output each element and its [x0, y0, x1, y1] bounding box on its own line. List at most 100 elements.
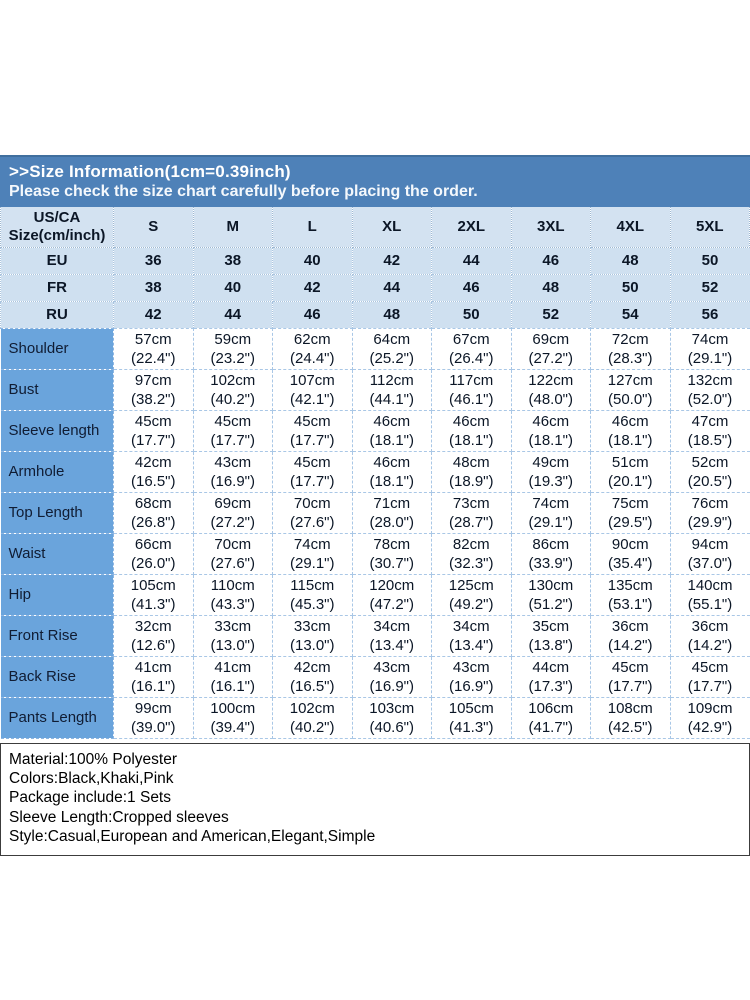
value-inch: (26.0"): [130, 554, 176, 572]
value-inch: (24.4"): [289, 349, 335, 367]
size-column-header: S: [113, 207, 194, 248]
measurement-value-cell: 42cm (16.5"): [272, 655, 353, 698]
value-cm: 33cm: [293, 617, 331, 635]
value-cm: 34cm: [452, 617, 490, 635]
value-cm: 130cm: [528, 576, 574, 594]
value-cm: 140cm: [687, 576, 733, 594]
measurement-label-cell: Back Rise: [0, 655, 114, 698]
value-cm: 69cm: [532, 330, 570, 348]
measurement-value-cell: 42cm (16.5"): [113, 450, 194, 493]
value-cm: 94cm: [691, 535, 729, 553]
value-cm: 57cm: [134, 330, 172, 348]
value-cm: 127cm: [607, 371, 653, 389]
value-cm: 41cm: [214, 658, 252, 676]
measurement-value-cell: 43cm (16.9"): [431, 655, 512, 698]
top-whitespace: [0, 0, 750, 155]
package-line: Package include:1 Sets: [9, 789, 171, 807]
region-value-cell: 44: [192, 300, 273, 329]
measurement-value-cell: 45cm (17.7"): [272, 409, 353, 452]
value-cm: 120cm: [369, 576, 415, 594]
size-table-head: US/CA Size(cm/inch) S M L XL 2XL 3XL 4XL 5XL: [0, 207, 750, 248]
value-inch: (16.1"): [130, 677, 176, 695]
measurement-value-cell: 44cm (17.3"): [510, 655, 591, 698]
measurement-value-cell: 110cm (43.3"): [192, 573, 273, 616]
value-inch: (28.0"): [369, 513, 414, 531]
value-inch: (26.4"): [448, 349, 494, 367]
value-inch: (41.3"): [448, 718, 494, 736]
value-cm: 44cm: [532, 658, 570, 676]
measurement-value-cell: 140cm (55.1"): [669, 573, 750, 616]
measurement-label-cell: Front Rise: [0, 614, 114, 657]
value-inch: (49.2"): [448, 595, 494, 613]
region-value-cell: 50: [669, 246, 750, 275]
value-inch: (17.3"): [528, 677, 573, 695]
value-inch: (38.2"): [130, 390, 176, 408]
value-cm: 43cm: [214, 453, 252, 471]
value-cm: 125cm: [448, 576, 494, 594]
measurement-label-cell: Hip: [0, 573, 114, 616]
value-cm: 45cm: [214, 412, 252, 430]
measurement-value-cell: 117cm (46.1"): [431, 368, 512, 411]
value-inch: (16.9"): [210, 472, 255, 490]
measurement-value-cell: 52cm (20.5"): [669, 450, 750, 493]
measurement-value-cell: 125cm (49.2"): [431, 573, 512, 616]
value-inch: (18.1"): [607, 431, 653, 449]
measurement-value-cell: 32cm (12.6"): [113, 614, 194, 657]
value-cm: 66cm: [134, 535, 172, 553]
value-cm: 117cm: [449, 371, 494, 389]
value-cm: 43cm: [452, 658, 490, 676]
value-inch: (40.6"): [369, 718, 414, 736]
value-inch: (25.2"): [369, 349, 414, 367]
value-inch: (48.0"): [528, 390, 573, 408]
value-cm: 43cm: [373, 658, 411, 676]
measurement-value-cell: 74cm (29.1"): [510, 491, 591, 534]
value-inch: (50.0"): [607, 390, 653, 408]
value-cm: 78cm: [373, 535, 411, 553]
value-inch: (29.9"): [687, 513, 733, 531]
value-inch: (27.6"): [210, 554, 255, 572]
value-inch: (22.4"): [130, 349, 176, 367]
value-cm: 132cm: [687, 371, 733, 389]
value-inch: (20.1"): [607, 472, 653, 490]
region-label-cell: FR: [0, 273, 114, 302]
value-cm: 112cm: [369, 371, 414, 389]
measurement-value-cell: 99cm (39.0"): [113, 696, 194, 739]
value-inch: (13.4"): [369, 636, 414, 654]
banner-title: >>Size Information(1cm=0.39inch): [9, 162, 291, 181]
value-inch: (53.1"): [607, 595, 653, 613]
region-value-cell: 46: [431, 273, 512, 302]
measurement-value-cell: 43cm (16.9"): [351, 655, 432, 698]
value-inch: (27.2"): [528, 349, 573, 367]
measurement-value-cell: 94cm (37.0"): [669, 532, 750, 575]
material-line: Material:100% Polyester: [9, 750, 177, 768]
value-cm: 105cm: [448, 699, 494, 717]
region-value-cell: 48: [351, 300, 432, 329]
value-cm: 97cm: [134, 371, 172, 389]
value-inch: (29.1"): [687, 349, 733, 367]
value-cm: 68cm: [134, 494, 172, 512]
measurement-value-cell: 102cm (40.2"): [192, 368, 273, 411]
value-cm: 45cm: [134, 412, 172, 430]
value-cm: 70cm: [293, 494, 331, 512]
measurement-value-cell: 90cm (35.4"): [590, 532, 671, 575]
value-inch: (28.3"): [607, 349, 653, 367]
region-value-cell: 40: [192, 273, 273, 302]
size-info-banner: >>Size Information(1cm=0.39inch) Please …: [0, 155, 750, 207]
measurement-value-cell: 115cm (45.3"): [272, 573, 353, 616]
measurement-value-cell: 33cm (13.0"): [272, 614, 353, 657]
measurement-value-cell: 34cm (13.4"): [431, 614, 512, 657]
value-cm: 74cm: [691, 330, 729, 348]
banner-subtitle: Please check the size chart carefully be…: [9, 183, 478, 200]
region-value-cell: 38: [113, 273, 194, 302]
value-inch: (45.3"): [289, 595, 335, 613]
value-inch: (17.7"): [130, 431, 176, 449]
measurement-value-cell: 46cm (18.1"): [431, 409, 512, 452]
size-column-header: M: [192, 207, 273, 248]
value-inch: (33.9"): [528, 554, 573, 572]
measurement-value-cell: 62cm (24.4"): [272, 327, 353, 370]
value-inch: (47.2"): [369, 595, 414, 613]
measurement-value-cell: 105cm (41.3"): [431, 696, 512, 739]
region-row: FR 38 40 42 44 46 48 50 52: [0, 273, 750, 302]
measurement-row: Bust 97cm (38.2") 102cm (40.2") 107cm (42.1") 1…: [0, 368, 750, 411]
